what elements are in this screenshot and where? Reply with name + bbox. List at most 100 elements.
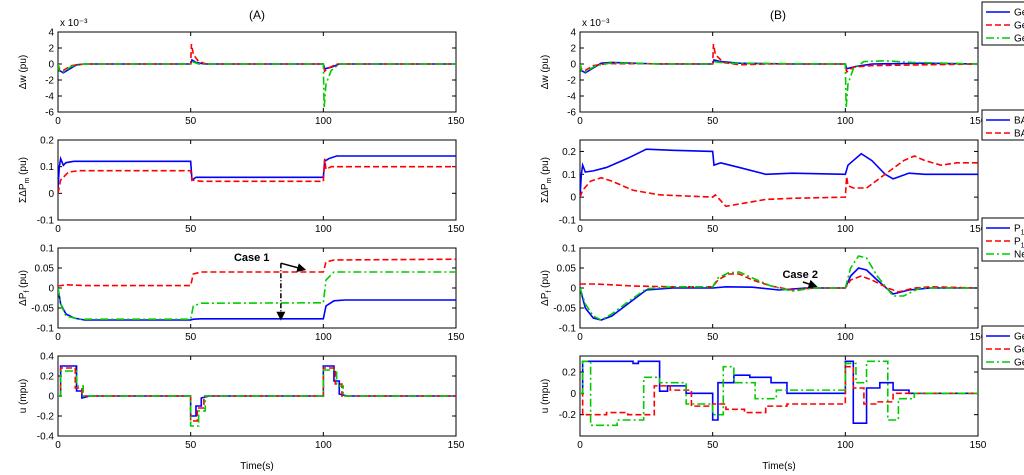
series-line-gen-3 [58,367,456,422]
x-tick-label: 100 [837,440,854,451]
x-tick-label: 0 [55,116,61,127]
y-tick-label: -0.4 [37,432,55,443]
y-axis-label: ΔPf (pu) [540,270,553,306]
y-tick-label: 0.1 [40,162,54,173]
x-tick-label: 50 [185,332,197,343]
y-tick-label: 0 [570,389,576,400]
y-tick-label: -0.2 [37,412,55,423]
y-tick-label: 0.1 [562,170,576,181]
x-tick-label: 0 [55,440,61,451]
x-tick-label: 0 [55,224,61,235]
y-tick-label: -2 [45,76,54,87]
series-line-gen-1 [580,360,978,424]
x-tick-label: 50 [185,224,197,235]
series-line-gen-6 [58,60,456,109]
annotation-arrow-right [280,262,307,273]
x-tick-label: 100 [837,116,854,127]
y-tick-label: -6 [45,108,54,119]
y-axis-label: Δw (pu) [18,55,29,89]
y-tick-label: 0.1 [40,244,54,255]
annotation-arrow-case-2 [802,279,818,289]
y-tick-label: 4 [48,28,54,39]
y-exponent-label: x 10⁻³ [582,18,610,29]
chart-A3: 0 50 100 150 0.1 0.05 0 -0.05 -0.1 ΔPf (pu) [18,244,465,344]
axes-box [57,31,457,113]
y-tick-label: 0.05 [557,264,577,275]
x-axis-label-b: Time(s) [762,461,796,472]
legend: Gen. 1 Gen. 3 Gen. 6 [981,325,1024,370]
x-axis-label-a: Time(s) [240,461,274,472]
chart-B3: 0 50 100 150 0.1 0.05 0 -0.05 -0.1 ΔPf (pu) P17-16… [540,217,1024,343]
legend-entry: Gen. 6 [1014,358,1024,369]
y-tick-label: 0 [48,60,54,71]
series-line-p-17-16 [58,287,456,321]
panel-title-a: (A) [249,8,265,22]
y-tick-label: 0.2 [562,147,576,158]
legend: BA1BA2 [981,109,1024,141]
x-tick-label: 100 [315,332,332,343]
x-tick-label: 50 [707,440,719,451]
x-tick-label: 100 [837,332,854,343]
x-tick-label: 100 [837,224,854,235]
axes-box [57,247,457,329]
legend-entry: BA1 [1014,116,1024,127]
y-tick-label: 0.1 [562,244,576,255]
y-tick-label: -0.05 [553,304,576,315]
axes-box [579,355,979,437]
x-tick-label: 50 [707,224,719,235]
annotation-case-2: Case 2 [782,269,817,281]
series-line-gen-6 [580,360,978,427]
legend: Gen. 1 Gen. 3 Gen. 6 [981,1,1024,46]
axes-box [579,139,979,221]
y-tick-label: 0 [48,189,54,200]
axes-box [579,31,979,113]
panel-title-b: (B) [770,8,786,22]
x-tick-label: 50 [185,440,197,451]
y-tick-label: -4 [45,92,54,103]
axes-box [57,139,457,221]
legend-box [981,109,1024,141]
y-axis-label: ΔPf (pu) [18,270,31,306]
legend-entry: Gen. 3 [1014,345,1024,356]
y-tick-label: 0 [48,284,54,295]
series-line-ba2 [580,155,978,208]
y-axis-label: Δw (pu) [540,55,551,89]
y-tick-label: -2 [567,76,576,87]
x-tick-label: 0 [577,224,583,235]
x-tick-label: 150 [448,332,465,343]
y-tick-label: -6 [567,108,576,119]
legend: P17-16P14-15Net-tie [981,217,1024,262]
y-tick-label: -0.1 [37,216,55,227]
x-tick-label: 150 [448,440,465,451]
y-tick-label: -0.05 [31,304,54,315]
y-tick-label: 2 [570,44,576,55]
y-tick-label: 0.4 [40,352,54,363]
chart-A1: 0 50 100 150 4 2 0 -2 -4 -6 x 10⁻³ Δw (pu) [18,18,465,127]
x-tick-label: 50 [707,332,719,343]
series-line-gen-6 [58,369,456,427]
series-line-p-14-15 [58,258,456,287]
x-tick-label: 150 [970,440,987,451]
x-tick-label: 100 [315,116,332,127]
y-axis-label: ΣΔPm (pu) [540,157,553,203]
legend-entry: Gen. 1 [1014,332,1024,343]
legend-entry: Gen. 6 [1014,34,1024,45]
x-tick-label: 0 [577,116,583,127]
x-tick-label: 150 [448,116,465,127]
y-tick-label: 4 [570,28,576,39]
x-tick-label: 150 [970,224,987,235]
legend-entry: Gen. 1 [1014,8,1024,19]
x-tick-label: 0 [55,332,61,343]
y-tick-label: -0.2 [559,410,577,421]
x-tick-label: 0 [577,440,583,451]
y-tick-label: 0.2 [40,372,54,383]
legend-entry: BA2 [1014,129,1024,140]
y-tick-label: 2 [48,44,54,55]
series-line-gen-3 [580,365,978,416]
chart-A4: 0 50 100 150 0.4 0.2 0 -0.2 -0.4 u (mpu) [18,352,465,452]
series-line-p-14-15 [580,273,978,293]
